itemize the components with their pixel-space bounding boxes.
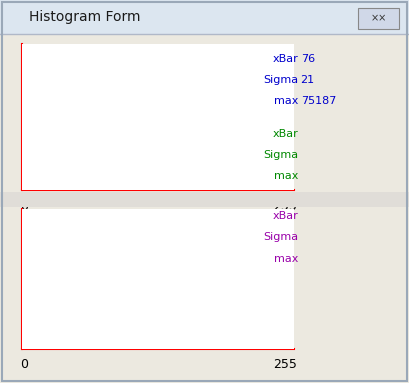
Text: Sigma: Sigma: [263, 232, 299, 242]
Text: max: max: [274, 254, 299, 264]
Text: xBar: xBar: [273, 211, 299, 221]
Text: 75187: 75187: [301, 97, 336, 106]
Text: 255: 255: [273, 358, 297, 371]
Text: ××: ××: [371, 13, 387, 23]
Text: Sigma: Sigma: [263, 150, 299, 160]
Text: xBar: xBar: [273, 54, 299, 64]
Text: 21: 21: [301, 75, 315, 85]
Text: Reference File: Reference File: [141, 73, 220, 83]
Text: 76: 76: [301, 54, 315, 64]
Text: 255: 255: [273, 200, 297, 213]
Text: 0: 0: [20, 200, 28, 213]
Text: Sigma: Sigma: [263, 75, 299, 85]
Text: xBar: xBar: [273, 129, 299, 139]
Text: Histogram Form: Histogram Form: [29, 10, 140, 24]
Text: Input File: Input File: [155, 51, 206, 61]
Text: max: max: [274, 97, 299, 106]
Text: max: max: [274, 171, 299, 181]
Text: Output File: Output File: [128, 226, 189, 236]
Text: 0: 0: [20, 358, 28, 371]
